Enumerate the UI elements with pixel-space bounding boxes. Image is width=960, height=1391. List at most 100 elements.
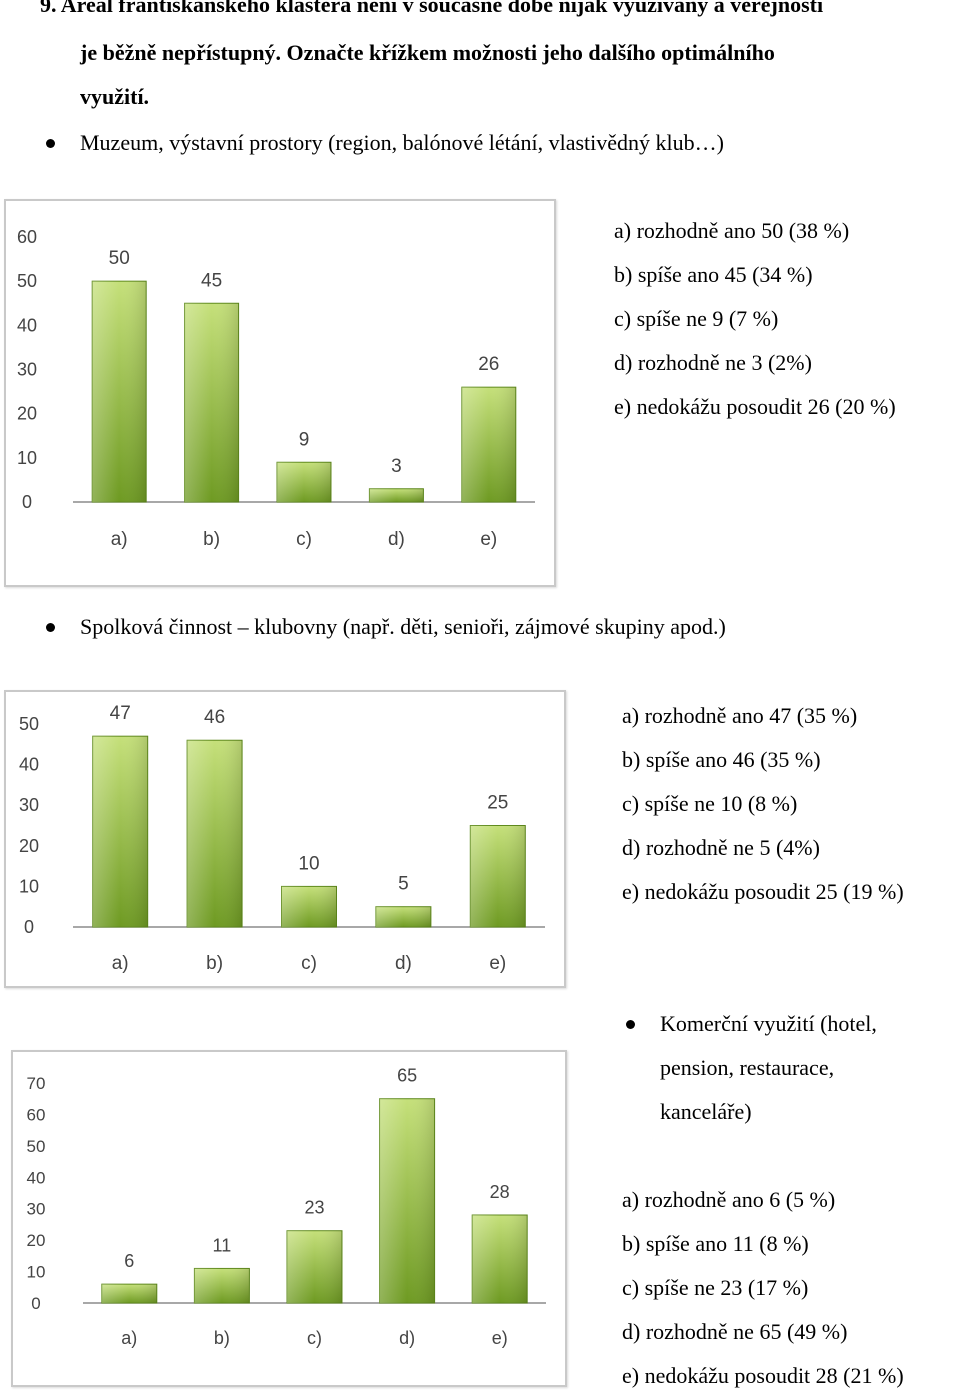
bar-shading: [101, 1284, 157, 1303]
y-tick-label: 0: [22, 492, 32, 512]
y-tick-label: 60: [17, 227, 37, 247]
data-label: 9: [299, 429, 310, 450]
answer-c: c) spíše ne 9 (7 %): [614, 306, 779, 331]
bar-shading: [375, 906, 431, 927]
data-label: 50: [109, 248, 130, 269]
y-tick-label: 30: [17, 360, 37, 380]
y-tick-label: 50: [19, 714, 39, 734]
data-label: 3: [391, 456, 402, 477]
chart-3-svg: 0 10 20 30 40 50 60 70 6 a) 11 b) 23 c) 65 d) 28 e): [27, 1066, 546, 1348]
bullet-icon: [46, 139, 55, 148]
bullet-icon: [46, 623, 55, 632]
y-tick-label: 50: [27, 1137, 46, 1156]
question-line-2: je běžně nepřístupný. Označte křížkem mo…: [80, 40, 775, 65]
category-label: b): [206, 953, 223, 974]
category-label: d): [395, 953, 412, 974]
bar-shading: [287, 1230, 342, 1303]
category-label: c): [301, 953, 317, 974]
category-label: c): [307, 1328, 322, 1348]
data-label: 10: [298, 853, 319, 874]
data-label: 5: [398, 874, 409, 895]
option-3-title-line-2: pension, restaurace,: [660, 1055, 835, 1080]
bar-shading: [379, 1098, 435, 1303]
category-label: b): [214, 1328, 230, 1348]
y-tick-label: 20: [17, 404, 37, 424]
question-line-3: využití.: [80, 84, 150, 109]
answer-d: d) rozhodně ne 3 (2%): [614, 350, 812, 375]
y-tick-label: 10: [19, 876, 39, 896]
y-tick-label: 40: [19, 755, 39, 775]
bar-shading: [281, 886, 337, 927]
data-label: 45: [201, 270, 222, 291]
y-tick-label: 40: [27, 1168, 46, 1187]
answer-c: c) spíše ne 10 (8 %): [622, 791, 798, 816]
y-tick-label: 60: [27, 1105, 46, 1124]
data-label: 26: [478, 354, 499, 375]
option-2-title-text: Spolková činnost – klubovny (např. děti,…: [80, 614, 726, 639]
category-label: e): [492, 1328, 508, 1348]
bar-shading: [187, 740, 243, 927]
answer-a: a) rozhodně ano 50 (38 %): [614, 218, 850, 243]
data-label: 46: [204, 707, 225, 728]
bar-shading: [461, 387, 516, 502]
answer-e: e) nedokážu posoudit 26 (20 %): [614, 394, 896, 419]
y-tick-label: 50: [17, 271, 37, 291]
bar-shading: [194, 1268, 250, 1303]
bullet-icon: [626, 1020, 635, 1029]
answer-d: d) rozhodně ne 65 (49 %): [622, 1319, 848, 1344]
y-tick-label: 30: [19, 795, 39, 815]
bar-shading: [277, 462, 331, 502]
option-3-title: Komerční využití (hotel,: [626, 1011, 877, 1037]
data-label: 25: [487, 793, 508, 814]
answer-e: e) nedokážu posoudit 25 (19 %): [622, 879, 904, 904]
bar-shading: [92, 281, 147, 502]
y-tick-label: 20: [27, 1231, 46, 1250]
chart-1-svg: 0 10 20 30 40 50 60 50 a) 45 b) 9 c) 3 d) 26 e): [17, 227, 535, 550]
category-label: b): [203, 529, 220, 550]
option-2-title: Spolková činnost – klubovny (např. děti,…: [46, 614, 726, 640]
bar-shading: [369, 488, 424, 502]
category-label: a): [111, 529, 128, 550]
y-tick-label: 10: [17, 448, 37, 468]
bar-shading: [184, 303, 239, 502]
category-label: d): [388, 529, 405, 550]
answer-b: b) spíše ano 46 (35 %): [622, 747, 821, 772]
option-1-title: Muzeum, výstavní prostory (region, balón…: [46, 130, 724, 156]
answer-e: e) nedokážu posoudit 28 (21 %): [622, 1363, 904, 1388]
category-label: a): [112, 953, 129, 974]
y-tick-label: 20: [19, 836, 39, 856]
chart-3: 0 10 20 30 40 50 60 70 6 a) 11 b) 23 c) 65 d) 28 e): [11, 1050, 567, 1387]
data-label: 47: [110, 703, 131, 724]
answer-d: d) rozhodně ne 5 (4%): [622, 835, 820, 860]
bar-shading: [472, 1215, 528, 1303]
option-3-title-line-3: kanceláře): [660, 1099, 752, 1124]
answer-a: a) rozhodně ano 6 (5 %): [622, 1187, 836, 1212]
data-label: 28: [490, 1182, 510, 1202]
category-label: c): [296, 529, 312, 550]
chart-2-svg: 0 10 20 30 40 50 47 a) 46 b) 10 c) 5 d) 25 e): [19, 703, 545, 974]
category-label: d): [399, 1328, 415, 1348]
data-label: 23: [304, 1198, 324, 1218]
chart-1: 0 10 20 30 40 50 60 50 a) 45 b) 9 c) 3 d) 26 e): [4, 199, 556, 587]
answer-c: c) spíše ne 23 (17 %): [622, 1275, 809, 1300]
bar-shading: [92, 736, 148, 927]
y-tick-label: 30: [27, 1200, 46, 1219]
y-tick-label: 10: [27, 1263, 46, 1282]
y-tick-label: 0: [31, 1294, 40, 1313]
data-label: 65: [397, 1066, 417, 1086]
category-label: a): [121, 1328, 137, 1348]
data-label: 6: [124, 1251, 134, 1271]
y-tick-label: 70: [27, 1074, 46, 1093]
answer-a: a) rozhodně ano 47 (35 %): [622, 703, 858, 728]
category-label: e): [489, 953, 506, 974]
bar-shading: [470, 825, 526, 927]
answer-b: b) spíše ano 11 (8 %): [622, 1231, 809, 1256]
question-line-1: 9. Areál františkánského kláštera není v…: [40, 0, 824, 17]
category-label: e): [480, 529, 497, 550]
y-tick-label: 40: [17, 315, 37, 335]
answer-b: b) spíše ano 45 (34 %): [614, 262, 813, 287]
option-3-title-line-1: Komerční využití (hotel,: [660, 1011, 877, 1036]
data-label: 11: [213, 1235, 232, 1255]
y-tick-label: 0: [24, 917, 34, 937]
option-1-title-text: Muzeum, výstavní prostory (region, balón…: [80, 130, 724, 155]
